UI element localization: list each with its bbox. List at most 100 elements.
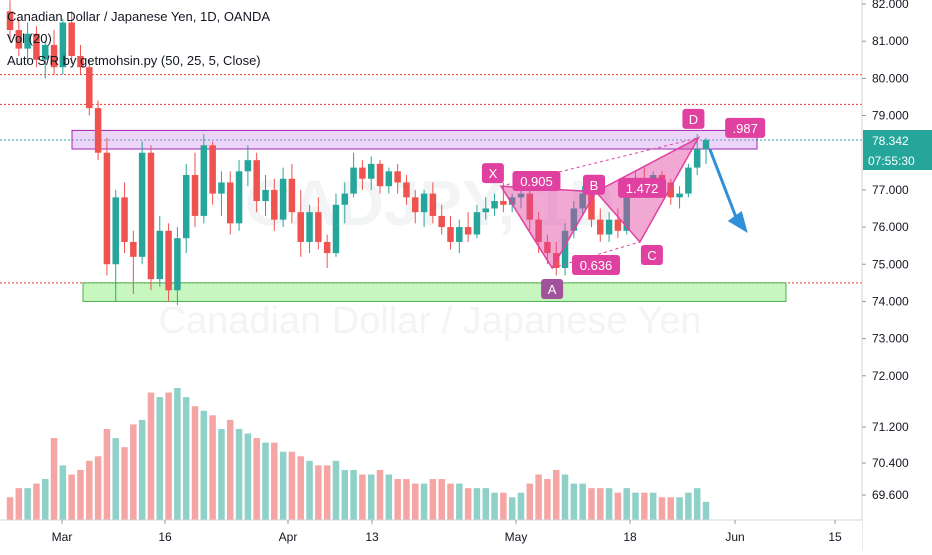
candlestick[interactable]	[323, 234, 331, 268]
candlestick[interactable]	[147, 145, 155, 291]
candlestick[interactable]	[138, 141, 146, 265]
resistance-zone[interactable]	[71, 129, 758, 150]
pattern-ratio-badge[interactable]	[512, 170, 561, 191]
candlestick[interactable]	[50, 30, 58, 75]
candlestick[interactable]	[420, 189, 428, 228]
pattern-point-label: B	[590, 178, 599, 193]
candlestick[interactable]	[685, 163, 692, 198]
candlestick[interactable]	[130, 230, 137, 294]
candlestick[interactable]	[667, 178, 675, 205]
volume-bar	[121, 447, 128, 520]
candlestick[interactable]	[121, 182, 128, 254]
candlestick[interactable]	[500, 182, 507, 213]
symbol-title[interactable]: Canadian Dollar / Japanese Yen, 1D, OAND…	[7, 9, 271, 24]
candlestick[interactable]	[191, 152, 199, 228]
pattern-point-badge[interactable]	[481, 163, 504, 184]
candlestick[interactable]	[156, 215, 164, 287]
candlestick[interactable]	[41, 41, 49, 79]
candlestick[interactable]	[112, 189, 119, 302]
volume-bar	[579, 483, 586, 520]
candle-body	[244, 160, 252, 172]
candlestick[interactable]	[77, 44, 84, 75]
candlestick[interactable]	[412, 189, 419, 224]
volume-bar	[112, 438, 119, 520]
candlestick[interactable]	[473, 204, 481, 239]
candlestick[interactable]	[24, 22, 31, 64]
candlestick[interactable]	[597, 208, 604, 242]
pattern-point-badge[interactable]	[682, 108, 705, 129]
candlestick[interactable]	[367, 156, 375, 190]
volume-bar	[156, 397, 164, 520]
candlestick[interactable]	[94, 100, 102, 161]
volume-bar	[33, 483, 40, 520]
candlestick[interactable]	[315, 197, 322, 250]
price-axis-panel[interactable]	[862, 0, 932, 550]
candlestick[interactable]	[570, 201, 578, 239]
countdown-tag[interactable]	[863, 150, 932, 170]
volume-bar	[385, 474, 393, 520]
candlestick[interactable]	[676, 186, 683, 209]
volume-bar	[438, 479, 445, 520]
candlestick[interactable]	[456, 219, 463, 254]
candlestick[interactable]	[174, 227, 181, 306]
candlestick[interactable]	[376, 160, 384, 194]
candlestick[interactable]	[235, 160, 243, 231]
candlestick[interactable]	[68, 11, 75, 64]
candlestick[interactable]	[33, 26, 40, 68]
pattern-ratio-badge[interactable]	[725, 117, 766, 138]
candlestick[interactable]	[464, 212, 472, 242]
candlestick[interactable]	[332, 193, 340, 257]
candlestick[interactable]	[588, 189, 595, 228]
pattern-ratio-badge[interactable]	[572, 254, 621, 275]
time-axis-panel[interactable]	[0, 520, 862, 550]
candlestick[interactable]	[359, 160, 366, 190]
candlestick[interactable]	[561, 223, 569, 276]
volume-indicator-label[interactable]: Vol (20)	[7, 31, 52, 46]
candlestick[interactable]	[103, 137, 111, 276]
candlestick[interactable]	[253, 152, 260, 213]
candlestick[interactable]	[279, 167, 287, 228]
candlestick[interactable]	[306, 204, 313, 254]
last-price-tag[interactable]	[863, 130, 932, 150]
candlestick[interactable]	[288, 163, 296, 224]
candlestick[interactable]	[491, 193, 498, 216]
candlestick[interactable]	[605, 212, 613, 242]
candlestick[interactable]	[209, 141, 216, 205]
pattern-point-badge[interactable]	[583, 174, 606, 195]
candlestick[interactable]	[350, 152, 357, 198]
time-tick-label: 16	[158, 530, 172, 544]
candle-body	[332, 204, 340, 254]
candle-body	[50, 44, 58, 68]
candlestick[interactable]	[614, 208, 622, 239]
candlestick[interactable]	[59, 18, 67, 75]
candlestick[interactable]	[218, 171, 225, 216]
candlestick[interactable]	[165, 223, 172, 302]
candlestick[interactable]	[271, 178, 278, 231]
candlestick[interactable]	[403, 175, 410, 205]
candlestick[interactable]	[200, 134, 208, 224]
candlestick[interactable]	[482, 197, 489, 220]
candlestick[interactable]	[341, 182, 349, 224]
candlestick[interactable]	[244, 145, 252, 187]
candlestick[interactable]	[6, 0, 14, 42]
candlestick[interactable]	[86, 59, 93, 116]
candlestick[interactable]	[15, 18, 23, 57]
pattern-point-badge[interactable]	[541, 278, 564, 299]
candlestick[interactable]	[438, 204, 445, 235]
pattern-point-badge[interactable]	[640, 244, 663, 265]
candlestick[interactable]	[447, 215, 454, 250]
candlestick[interactable]	[429, 182, 437, 224]
candlestick[interactable]	[526, 186, 534, 231]
auto-sr-indicator-label[interactable]: Auto S/R by getmohsin.py (50, 25, 5, Clo…	[7, 53, 261, 68]
candlestick[interactable]	[227, 171, 234, 235]
candlestick[interactable]	[182, 163, 190, 254]
candlestick[interactable]	[262, 175, 269, 216]
candlestick[interactable]	[385, 167, 393, 194]
pattern-ratio-badge[interactable]	[618, 177, 667, 198]
candlestick[interactable]	[702, 137, 710, 164]
candlestick[interactable]	[394, 163, 401, 194]
support-zone[interactable]	[82, 282, 787, 302]
candlestick[interactable]	[297, 189, 304, 257]
